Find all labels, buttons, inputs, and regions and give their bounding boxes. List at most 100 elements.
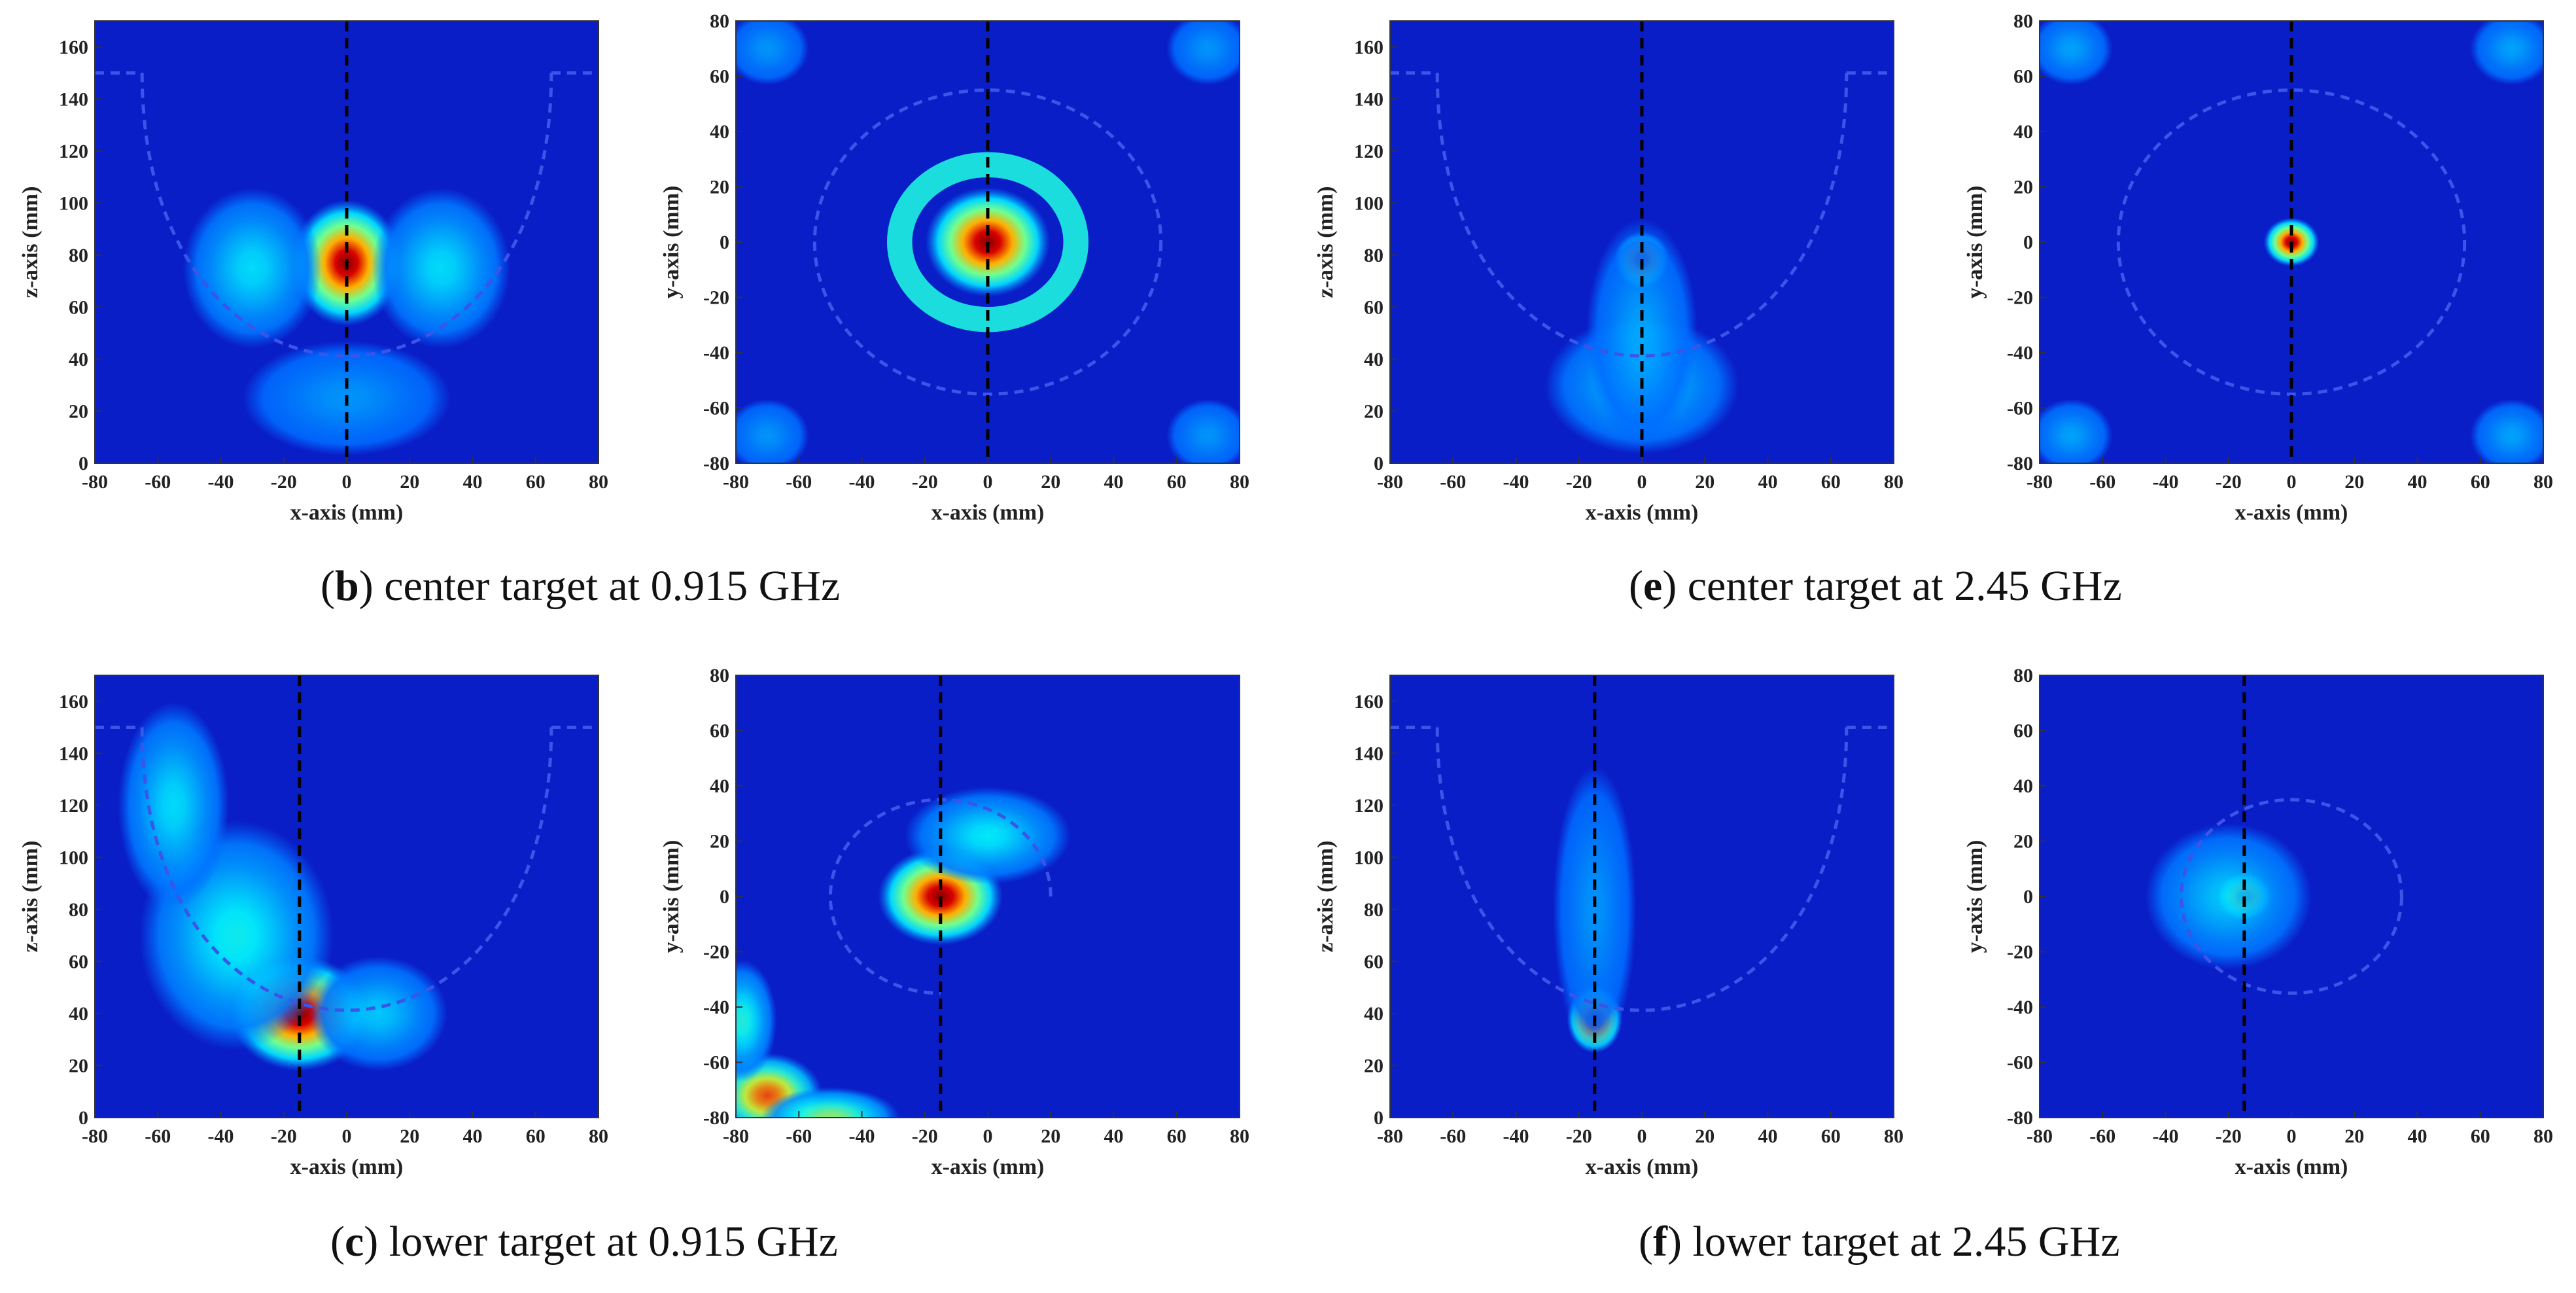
hotspot	[736, 399, 809, 463]
y-tick-label: -80	[703, 453, 729, 474]
x-tick-label: 60	[1821, 471, 1841, 493]
x-tick-label: -80	[2027, 471, 2053, 493]
x-tick-label: 20	[400, 1125, 419, 1147]
x-tick-label: 40	[1104, 1125, 1124, 1147]
y-tick-label: 140	[1354, 88, 1384, 110]
x-tick-label: -40	[2153, 471, 2179, 493]
x-axis-label: x-axis (mm)	[2235, 1155, 2348, 1179]
x-axis-label: x-axis (mm)	[2235, 501, 2348, 525]
y-tick-label: 60	[2013, 720, 2033, 742]
x-tick-label: 80	[2533, 1125, 2553, 1147]
y-tick-label: 60	[2013, 66, 2033, 88]
y-tick-label: 0	[720, 886, 729, 908]
x-tick-label: -40	[849, 471, 875, 493]
hotspot	[2145, 823, 2312, 970]
y-tick-label: 60	[1364, 296, 1384, 318]
x-tick-label: -80	[82, 1125, 108, 1147]
y-axis-label: z-axis (mm)	[1314, 186, 1338, 298]
x-tick-label: -20	[2216, 1125, 2242, 1147]
y-tick-label: -40	[703, 997, 729, 1018]
y-tick-label: 60	[69, 951, 88, 972]
y-axis-label: y-axis (mm)	[1963, 840, 1987, 953]
y-tick-label: 80	[69, 245, 88, 266]
x-tick-label: 0	[983, 1125, 993, 1147]
x-tick-label: 40	[463, 471, 483, 493]
hotspot	[904, 787, 1071, 885]
y-tick-label: -60	[2007, 1052, 2033, 1074]
heatmap-field	[95, 675, 599, 1118]
x-tick-label: 0	[1637, 471, 1647, 493]
phantom-outline	[2180, 798, 2403, 995]
y-tick-label: 160	[1354, 691, 1384, 713]
x-tick-label: -60	[786, 471, 812, 493]
x-tick-label: -40	[1503, 471, 1529, 493]
x-tick-label: 80	[589, 1125, 608, 1147]
y-tick-label: 0	[2023, 886, 2033, 908]
phantom-outline	[812, 88, 1163, 396]
y-tick-label: 60	[710, 66, 729, 88]
heatmap-field	[2040, 675, 2543, 1118]
y-tick-label: 140	[59, 88, 88, 110]
y-tick-label: 160	[59, 37, 88, 58]
x-tick-label: 40	[2408, 471, 2428, 493]
y-tick-label: 140	[59, 743, 88, 764]
hotspot	[309, 956, 447, 1071]
x-tick-label: -60	[1440, 471, 1466, 493]
y-tick-label: 20	[2013, 177, 2033, 198]
x-tick-label: 80	[2533, 471, 2553, 493]
y-tick-label: 0	[78, 1107, 88, 1129]
x-tick-label: 0	[1637, 1125, 1647, 1147]
x-tick-label: 80	[1884, 1125, 1904, 1147]
x-tick-label: 60	[1821, 1125, 1841, 1147]
y-tick-label: 40	[2013, 121, 2033, 143]
x-tick-label: -80	[82, 471, 108, 493]
x-tick-label: -80	[723, 471, 749, 493]
y-tick-label: 40	[1364, 349, 1384, 370]
phantom-outline	[2116, 88, 2467, 396]
y-tick-label: 60	[1364, 951, 1384, 972]
y-tick-label: 20	[710, 831, 729, 853]
y-tick-label: 60	[710, 720, 729, 742]
x-tick-label: -40	[849, 1125, 875, 1147]
x-tick-label: -60	[2089, 1125, 2115, 1147]
y-tick-label: 80	[1364, 245, 1384, 266]
x-tick-label: 0	[342, 471, 352, 493]
x-tick-label: -40	[208, 1125, 234, 1147]
y-tick-label: 0	[78, 453, 88, 474]
x-tick-label: -60	[2089, 471, 2115, 493]
x-tick-label: 60	[2471, 471, 2490, 493]
heatmap-background	[1390, 675, 1894, 1118]
x-tick-label: 20	[1695, 1125, 1714, 1147]
hotspot	[2470, 399, 2543, 463]
x-tick-label: 20	[2344, 1125, 2364, 1147]
y-tick-label: 140	[1354, 743, 1384, 764]
y-tick-label: -20	[703, 287, 729, 309]
x-tick-label: 40	[1758, 1125, 1778, 1147]
caption-f-text: lower target at 2.45 GHz	[1681, 1218, 2120, 1266]
x-tick-label: -20	[1566, 1125, 1592, 1147]
plot-b-xz: -80 -60 -40 -20 0 20 40 60 80 0 20 40 60 80 100 120 140 1…	[18, 20, 608, 525]
y-tick-label: 160	[59, 691, 88, 713]
plot-c-xy: -80 -60 -40 -20 0 20 40 60 80 -80 -60 -40 -20 0 20 40 60…	[659, 665, 1249, 1179]
y-tick-label: 20	[69, 1055, 88, 1076]
x-axis-label: x-axis (mm)	[931, 1155, 1045, 1179]
x-tick-label: 40	[1758, 471, 1778, 493]
y-tick-label: 60	[69, 296, 88, 318]
y-tick-label: 40	[69, 349, 88, 370]
y-tick-label: 80	[69, 899, 88, 921]
y-tick-label: -20	[703, 942, 729, 963]
x-tick-label: 40	[463, 1125, 483, 1147]
x-tick-label: 20	[1695, 471, 1714, 493]
x-tick-label: 80	[589, 471, 608, 493]
x-tick-label: 20	[2344, 471, 2364, 493]
plot-f-xy: -80 -60 -40 -20 0 20 40 60 80 -80 -60 -40 -20 0 20 40 60…	[1963, 665, 2553, 1179]
x-tick-label: -40	[1503, 1125, 1529, 1147]
hotspot	[1553, 766, 1637, 1053]
y-axis-label: z-axis (mm)	[18, 841, 43, 953]
y-tick-label: 100	[1354, 192, 1384, 214]
phantom-outline	[140, 727, 553, 1012]
y-tick-label: 80	[2013, 665, 2033, 686]
y-tick-label: 20	[710, 177, 729, 198]
phantom-outline	[1435, 727, 1849, 1012]
